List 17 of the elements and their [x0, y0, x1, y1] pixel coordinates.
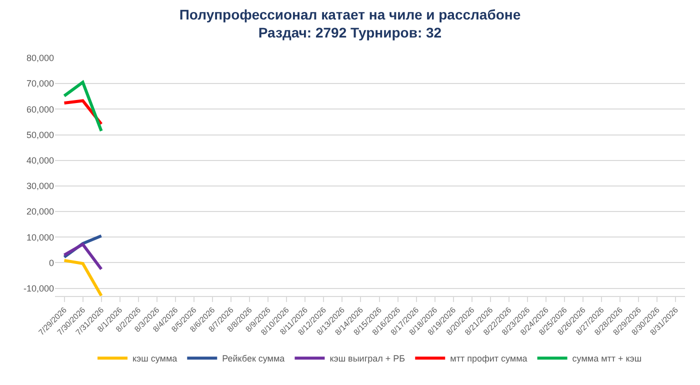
legend-label: мтт профит сумма: [450, 354, 528, 364]
y-tick-label: 80,000: [26, 53, 54, 64]
y-tick-label: 60,000: [26, 104, 54, 114]
legend-label: кэш выиграл + РБ: [330, 354, 406, 364]
legend-label: кэш сумма: [132, 354, 178, 364]
legend-label: Рейкбек сумма: [222, 354, 285, 364]
y-tick-label: 70,000: [26, 78, 54, 89]
y-tick-label: -10,000: [23, 283, 54, 294]
y-tick-label: 40,000: [26, 156, 54, 166]
chart-title: Полупрофессионал катает на чиле и расслабоне: [179, 6, 521, 22]
y-tick-label: 50,000: [26, 130, 54, 140]
y-tick-label: 0: [48, 258, 54, 268]
chart-subtitle: Раздач: 2792 Турниров: 32: [258, 24, 442, 40]
y-tick-label: 10,000: [26, 232, 54, 242]
legend-label: сумма мтт + кэш: [572, 354, 642, 364]
y-tick-label: 30,000: [26, 181, 54, 192]
y-tick-label: 20,000: [26, 206, 54, 217]
